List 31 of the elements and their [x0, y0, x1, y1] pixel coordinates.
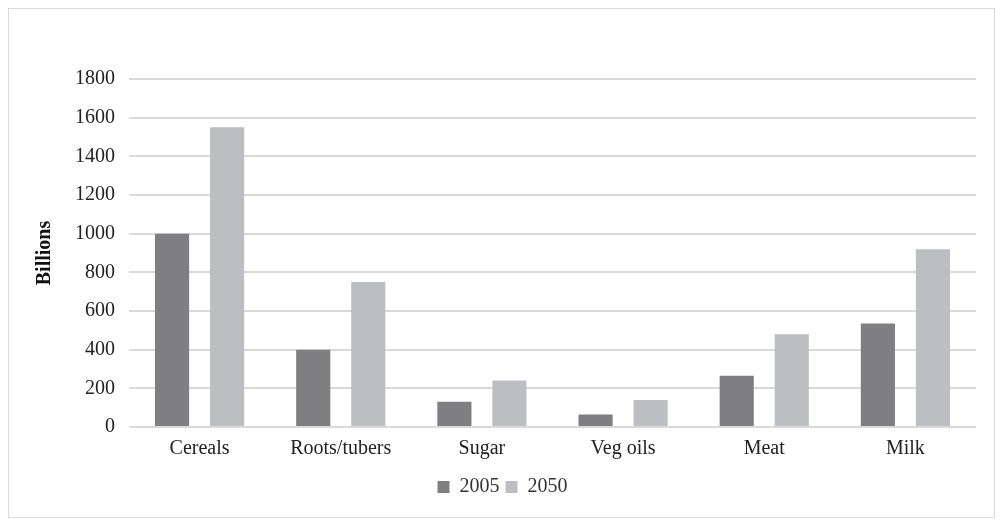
y-tick-label: 600: [85, 298, 115, 321]
y-tick-label: 1800: [75, 66, 115, 89]
y-tick-label: 1000: [75, 220, 115, 243]
x-tick-label: Roots/tubers: [290, 436, 392, 459]
y-tick-label: 1400: [75, 143, 115, 166]
y-tick-label: 400: [85, 336, 115, 359]
legend-label: 2050: [527, 474, 568, 497]
bar: [633, 399, 668, 426]
y-tick-label: 200: [85, 375, 115, 398]
y-tick-label: 1600: [75, 104, 115, 127]
bar: [774, 334, 809, 426]
legend-label: 2005: [459, 474, 500, 497]
bar: [437, 401, 472, 426]
x-tick-label: Cereals: [169, 436, 230, 459]
bar: [210, 127, 245, 426]
bar: [578, 414, 613, 426]
y-tick-label: 1200: [75, 182, 115, 205]
x-tick-label: Milk: [885, 436, 925, 459]
y-axis-title: Billions: [32, 220, 55, 286]
x-tick-label: Sugar: [458, 436, 506, 460]
x-tick-label: Meat: [743, 436, 786, 459]
bar: [351, 282, 386, 426]
bar: [296, 349, 331, 426]
bar: [719, 375, 754, 426]
bar: [492, 380, 527, 426]
bar: [860, 323, 895, 426]
y-tick-label: 800: [85, 259, 115, 282]
bar: [915, 249, 951, 426]
bar: [154, 233, 190, 426]
y-tick-label: 0: [105, 414, 115, 437]
x-tick-label: Veg oils: [590, 436, 656, 460]
